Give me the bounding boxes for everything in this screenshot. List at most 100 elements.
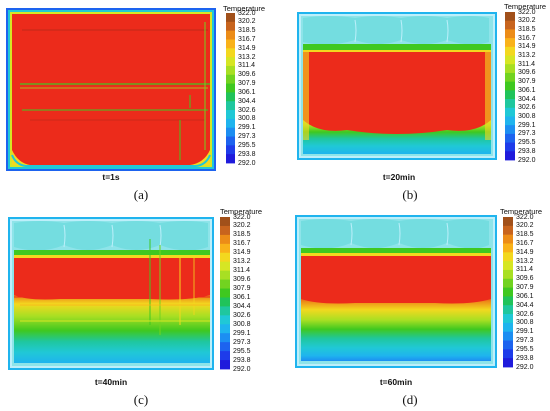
colorbar-tick-label: 306.1 [238,88,256,96]
colorbar-swatch [226,118,235,129]
colorbar-tick-label: 314.9 [233,249,251,257]
colorbar-tick-label: 320.2 [516,222,534,230]
colorbar-swatch [220,315,230,325]
colorbar-tick-label: 306.1 [516,292,534,300]
colorbar-tick-label: 322.0 [516,213,534,221]
colorbar-tick-label: 316.7 [233,240,251,248]
contour-plot-c [8,217,214,370]
colorbar-swatch [220,217,230,227]
colorbar-swatch [505,12,515,22]
colorbar-title: Temperature [220,207,263,216]
colorbar-swatch [503,358,513,368]
colorbar-tick-label: 320.2 [233,222,251,230]
colorbar-swatch [505,151,515,161]
colorbar-title: Temperature [500,207,543,216]
colorbar-c [220,217,230,370]
colorbar-swatch [220,234,230,245]
colorbar-swatch [505,46,515,56]
colorbar-tick-label: 314.9 [238,44,256,52]
colorbar-tick-label: 307.9 [516,284,534,292]
colorbar-tick-label: 299.1 [233,329,251,337]
colorbar-tick-label: 293.8 [238,150,256,158]
colorbar-swatch [505,107,515,117]
colorbar-tick-label: 322.0 [238,9,256,17]
colorbar-swatch [505,90,515,100]
colorbar-tick-label: 292.0 [516,363,534,371]
colorbar-swatch [226,110,235,120]
colorbar-tick-label: 302.6 [233,311,251,319]
colorbar-swatch [226,13,235,23]
colorbar-swatch [503,340,513,350]
colorbar-tick-label: 299.1 [238,124,256,132]
colorbar-ticks: 322.0 320.2 318.5 316.7 314.9 313.2 311.4 309.6… [516,213,546,371]
panel-caption: t=40min [94,377,128,387]
colorbar-swatch [226,101,235,111]
colorbar-swatch [503,322,513,333]
colorbar-swatch [503,269,513,280]
colorbar-a [226,13,235,164]
panel-caption: t=60min [379,377,413,387]
colorbar-swatch [220,297,230,307]
colorbar-swatch [220,279,230,289]
colorbar-swatch [505,99,515,109]
colorbar-swatch [503,278,513,288]
colorbar-tick-label: 297.3 [518,130,536,138]
colorbar-tick-label: 322.0 [233,213,251,221]
colorbar-tick-label: 313.2 [518,52,536,60]
panel-letter: (d) [402,392,418,407]
colorbar-tick-label: 297.3 [233,338,251,346]
colorbar-tick-label: 314.9 [518,43,536,51]
colorbar-tick-label: 295.5 [238,141,256,149]
colorbar-tick-label: 302.6 [238,106,256,114]
colorbar-tick-label: 311.4 [518,60,535,68]
colorbar-tick-label: 309.6 [516,275,534,283]
colorbar-tick-label: 297.3 [516,337,534,345]
colorbar-tick-label: 300.8 [518,112,536,120]
colorbar-swatch [220,306,230,316]
panel-d: Temperature 322.0 320.2 318.5 316.7 314.9 313… [275,205,550,410]
contour-plot-b [297,12,497,160]
panel-letter: (c) [133,392,149,407]
colorbar-title: Temperature [223,4,266,13]
colorbar-swatch [505,38,515,48]
colorbar-swatch [220,243,230,254]
colorbar-tick-label: 295.5 [516,345,534,353]
colorbar-swatch [220,351,230,361]
colorbar-tick-label: 300.8 [238,115,256,123]
colorbar-tick-label: 293.8 [516,354,534,362]
colorbar-tick-label: 293.8 [518,147,536,155]
colorbar-tick-label: 311.4 [516,266,533,274]
colorbar-tick-label: 316.7 [238,35,256,43]
colorbar-swatch [503,314,513,324]
colorbar-swatch [505,116,515,126]
colorbar-swatch [226,39,235,49]
panel-letter: (b) [402,187,418,202]
colorbar-tick-label: 307.9 [518,78,536,86]
colorbar-tick-label: 318.5 [518,25,536,33]
colorbar-swatch [220,270,230,280]
colorbar-tick-label: 320.2 [518,17,536,25]
colorbar-tick-label: 320.2 [238,18,256,26]
colorbar-swatch [503,287,513,297]
colorbar-swatch [503,225,513,236]
colorbar-tick-label: 295.5 [233,347,251,355]
colorbar-swatch [220,324,230,334]
colorbar-swatch [220,288,230,298]
colorbar-tick-label: 293.8 [233,356,251,364]
colorbar-swatch [226,83,235,93]
colorbar-swatch [503,305,513,315]
contour-plot-d [295,215,497,368]
colorbar-tick-label: 309.6 [238,71,256,79]
colorbar-tick-label: 300.8 [516,319,534,327]
colorbar-tick-label: 302.6 [518,104,536,112]
colorbar-swatch [226,74,235,84]
colorbar-tick-label: 309.6 [518,69,536,77]
colorbar-swatch [503,252,513,262]
colorbar-swatch [505,64,515,74]
colorbar-tick-label: 306.1 [518,86,536,94]
colorbar-swatch [503,261,513,271]
colorbar-tick-label: 313.2 [238,53,256,61]
colorbar-swatch [220,360,230,370]
colorbar-tick-label: 309.6 [233,276,251,284]
colorbar-swatch [226,145,235,155]
